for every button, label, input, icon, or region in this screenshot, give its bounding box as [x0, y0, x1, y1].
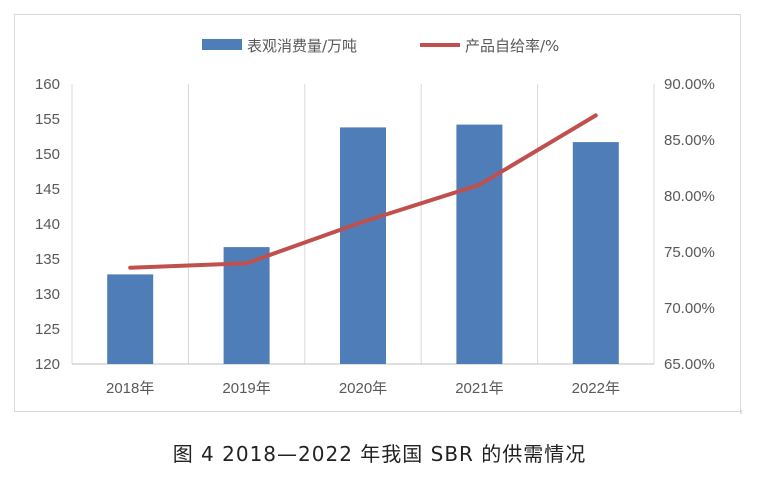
bar — [340, 127, 386, 365]
legend-line-label: 产品自给率/% — [465, 37, 559, 55]
y-right-tick-label: 90.00% — [664, 76, 715, 93]
bar — [456, 124, 503, 364]
line-layer — [128, 113, 598, 270]
x-tick-label: 2019年 — [222, 380, 270, 397]
y-left-tick-label: 135 — [35, 251, 60, 268]
y-left-tick-label: 155 — [35, 111, 60, 128]
x-tick-label: 2020年 — [339, 380, 387, 397]
bar — [223, 247, 270, 364]
y-right-tick-label: 75.00% — [664, 244, 715, 261]
legend-layer: 表观消费量/万吨 产品自给率/% — [202, 37, 559, 55]
grid-layer — [71, 84, 655, 364]
y-right-tick-label: 85.00% — [664, 132, 715, 149]
x-tick-label: 2021年 — [455, 380, 503, 397]
label-layer: 120 125 130 135 140 145 150 155 160 65.00% 70.00% 7… — [35, 76, 715, 397]
x-tick-label: 2022年 — [572, 380, 620, 397]
y-left-tick-label: 145 — [35, 181, 60, 198]
y-left-tick-label: 140 — [35, 216, 60, 233]
y-left-tick-label: 125 — [35, 321, 60, 338]
bar-layer — [107, 124, 619, 365]
bar — [572, 142, 619, 364]
y-right-tick-label: 80.00% — [664, 188, 715, 205]
figure-caption: 图 4 2018—2022 年我国 SBR 的供需情况 — [172, 442, 587, 466]
y-right-tick-label: 70.00% — [664, 300, 715, 317]
y-left-tick-label: 150 — [35, 146, 60, 163]
y-left-tick-label: 160 — [35, 76, 60, 93]
legend-bar-swatch — [202, 39, 242, 50]
axis-layer — [72, 363, 742, 414]
y-left-tick-label: 130 — [35, 286, 60, 303]
y-left-tick-label: 120 — [35, 356, 60, 373]
y-right-tick-label: 65.00% — [664, 356, 715, 373]
bar — [107, 274, 154, 364]
x-tick-label: 2018年 — [106, 380, 154, 397]
legend-bar-label: 表观消费量/万吨 — [247, 37, 357, 55]
